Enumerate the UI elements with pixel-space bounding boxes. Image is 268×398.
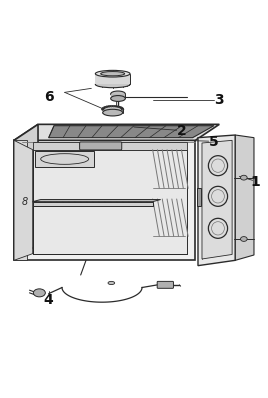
Ellipse shape <box>101 72 125 76</box>
Polygon shape <box>14 140 27 260</box>
Polygon shape <box>14 140 195 260</box>
Ellipse shape <box>240 175 247 180</box>
Bar <box>197 188 202 206</box>
Text: 5: 5 <box>209 135 219 149</box>
Polygon shape <box>198 135 235 265</box>
Text: 3: 3 <box>214 94 224 107</box>
Polygon shape <box>35 151 94 167</box>
Polygon shape <box>33 199 161 202</box>
Text: 4: 4 <box>44 293 54 307</box>
FancyBboxPatch shape <box>157 281 173 288</box>
Text: 2: 2 <box>177 124 187 138</box>
Polygon shape <box>235 135 254 260</box>
Ellipse shape <box>111 96 125 101</box>
Bar <box>111 94 125 98</box>
Polygon shape <box>33 142 187 150</box>
Ellipse shape <box>111 91 125 97</box>
Ellipse shape <box>108 281 115 285</box>
Polygon shape <box>14 140 33 260</box>
Text: 6: 6 <box>44 90 54 104</box>
FancyBboxPatch shape <box>80 142 122 150</box>
Text: 1: 1 <box>250 175 260 189</box>
Bar <box>33 150 187 254</box>
Polygon shape <box>49 126 214 138</box>
Ellipse shape <box>103 109 123 116</box>
Ellipse shape <box>95 70 130 77</box>
Bar <box>95 74 130 84</box>
Bar <box>103 109 123 113</box>
Ellipse shape <box>95 81 130 88</box>
Polygon shape <box>202 140 232 259</box>
Polygon shape <box>33 202 153 206</box>
Polygon shape <box>14 124 38 260</box>
Ellipse shape <box>103 106 123 113</box>
Polygon shape <box>14 124 219 140</box>
Text: 8: 8 <box>21 197 28 207</box>
Ellipse shape <box>33 289 45 297</box>
Ellipse shape <box>240 236 247 242</box>
